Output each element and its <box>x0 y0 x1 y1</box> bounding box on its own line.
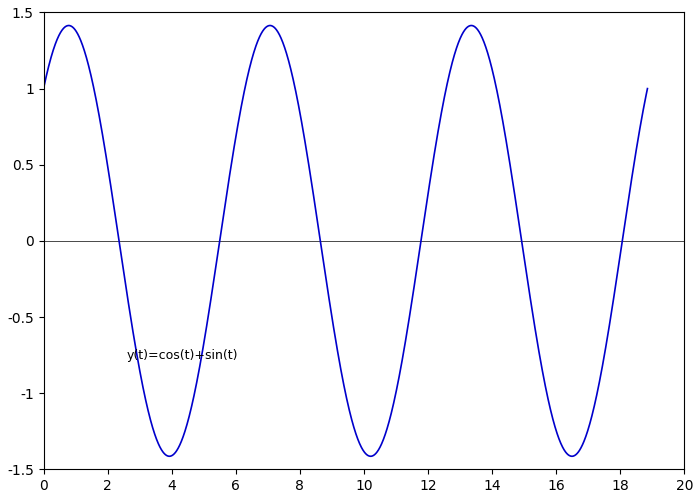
Text: y(t)=cos(t)+sin(t): y(t)=cos(t)+sin(t) <box>127 348 238 362</box>
